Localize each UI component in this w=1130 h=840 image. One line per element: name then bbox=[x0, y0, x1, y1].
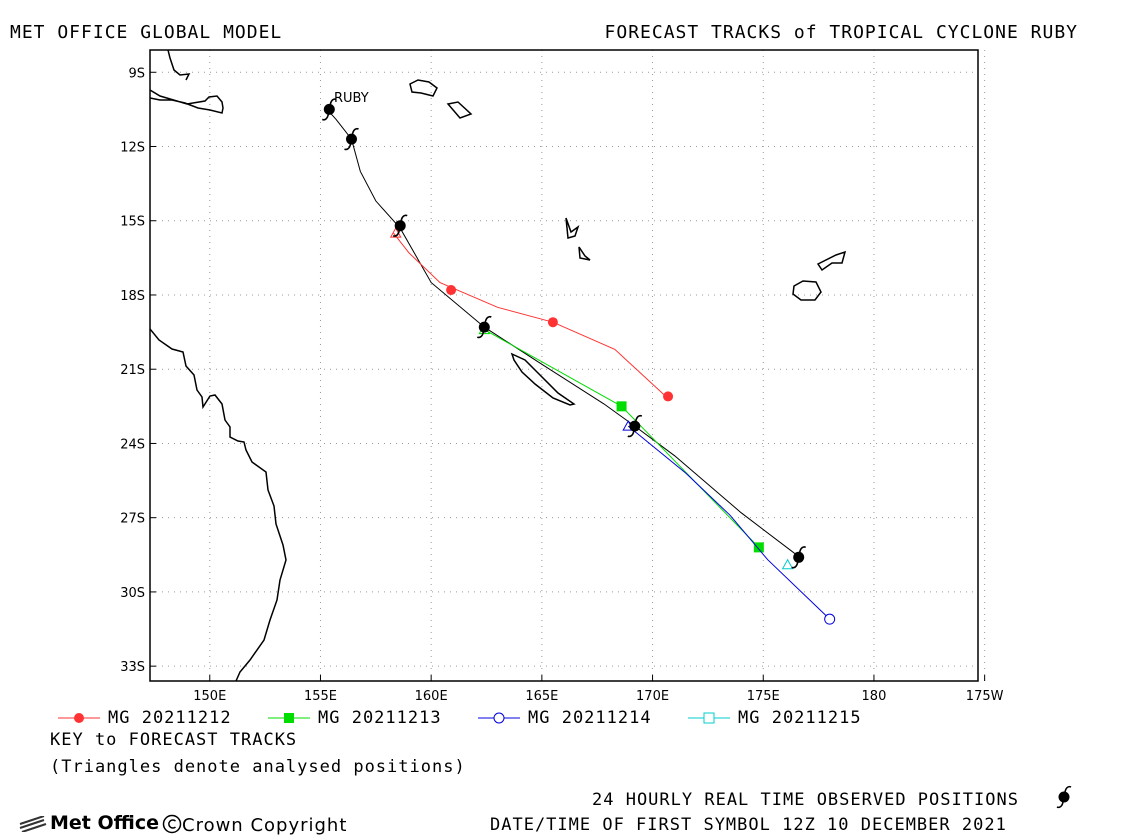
coast-fiji-2 bbox=[816, 250, 847, 272]
analysed-position-triangle bbox=[781, 558, 794, 570]
observed-cyclone-symbol bbox=[790, 546, 807, 569]
forecast-point bbox=[547, 317, 558, 328]
key-title: KEY to FORECAST TRACKS bbox=[50, 730, 298, 750]
chart-title: FORECAST TRACKS of TROPICAL CYCLONE RUBY bbox=[604, 22, 1078, 43]
observed-cyclone-symbol bbox=[343, 127, 360, 151]
tick-label-lon: 155E bbox=[304, 689, 337, 704]
coast-solomons-1 bbox=[409, 79, 438, 97]
tick-label-lat: 24S bbox=[120, 437, 145, 452]
tick-label-lon: 170E bbox=[636, 689, 669, 704]
coast-fiji-1 bbox=[792, 280, 822, 301]
tick-label-lat: 33S bbox=[120, 660, 145, 675]
logo-text: Met Office bbox=[50, 812, 159, 834]
copyright: Crown Copyright bbox=[162, 814, 347, 836]
tick-label-lat: 9S bbox=[128, 66, 145, 81]
observed-cyclone-symbol bbox=[476, 315, 493, 339]
legend-marker-red-circle bbox=[58, 713, 100, 723]
legend-label: MG 20211212 bbox=[108, 708, 232, 728]
forecast-tracks bbox=[321, 98, 836, 625]
tick-label-lon: 160E bbox=[415, 689, 448, 704]
forecast-point bbox=[753, 542, 764, 553]
legend: MG 20211212 MG 20211213 MG 20211214 MG 2… bbox=[52, 708, 952, 728]
tick-label-lat: 12S bbox=[120, 141, 145, 156]
tick-label-lon: 165E bbox=[525, 689, 558, 704]
legend-label: MG 20211214 bbox=[528, 708, 652, 728]
copyright-icon bbox=[162, 814, 182, 834]
met-office-swirl-icon bbox=[19, 815, 47, 833]
tick-label-lat: 27S bbox=[120, 512, 145, 527]
legend-label: MG 20211215 bbox=[738, 708, 862, 728]
forecast-track-line bbox=[393, 232, 667, 397]
tick-label-lat: 30S bbox=[120, 586, 145, 601]
plot-frame bbox=[149, 49, 979, 682]
coast-new-guinea bbox=[150, 89, 224, 114]
graticule: 150E 155E 160E 165E 170E 175E 180 175W 9S 12S 15S 1… bbox=[120, 50, 1004, 704]
observed-cyclone-symbol bbox=[392, 214, 409, 237]
tick-label-lon: 150E bbox=[193, 689, 226, 704]
tick-label-lon: 180 bbox=[862, 689, 887, 704]
tick-label-lat: 15S bbox=[120, 215, 145, 230]
met-office-logo: Met Office bbox=[18, 812, 159, 834]
coast-australia bbox=[150, 328, 287, 681]
coastlines bbox=[150, 50, 847, 681]
coast-new-caledonia bbox=[510, 352, 576, 406]
legend-marker-green-square bbox=[268, 713, 310, 723]
observed-track-line bbox=[326, 109, 797, 556]
coast-solomons-2 bbox=[446, 101, 473, 119]
coast-new-guinea-east bbox=[167, 50, 191, 81]
copyright-text: Crown Copyright bbox=[182, 815, 348, 836]
tick-label-lat: 21S bbox=[120, 363, 145, 378]
key-note: (Triangles denote analysed positions) bbox=[50, 757, 466, 777]
coast-vanuatu-1 bbox=[565, 217, 580, 239]
legend-marker-blue-circle bbox=[478, 712, 520, 724]
tick-label-lon: 175E bbox=[747, 689, 780, 704]
cyclone-symbol-icon bbox=[1056, 785, 1072, 809]
forecast-point bbox=[616, 401, 627, 412]
legend-label: MG 20211213 bbox=[318, 708, 442, 728]
model-title: MET OFFICE GLOBAL MODEL bbox=[10, 22, 283, 43]
forecast-track-line bbox=[484, 329, 760, 548]
tick-label-lat: 18S bbox=[120, 289, 145, 304]
forecast-point bbox=[446, 285, 457, 296]
legend-marker-cyan-square bbox=[688, 712, 730, 724]
datetime-label: DATE/TIME OF FIRST SYMBOL 12Z 10 DECEMBE… bbox=[490, 815, 1007, 835]
tick-label-lon: 175W bbox=[966, 689, 1004, 704]
forecast-point bbox=[663, 391, 674, 402]
coast-vanuatu-2 bbox=[578, 246, 591, 261]
storm-label: RUBY bbox=[334, 91, 369, 106]
forecast-point bbox=[824, 613, 836, 625]
observed-positions-label: 24 HOURLY REAL TIME OBSERVED POSITIONS bbox=[592, 790, 1019, 810]
observed-cyclone-symbol bbox=[626, 414, 643, 438]
forecast-track-line bbox=[627, 425, 831, 620]
